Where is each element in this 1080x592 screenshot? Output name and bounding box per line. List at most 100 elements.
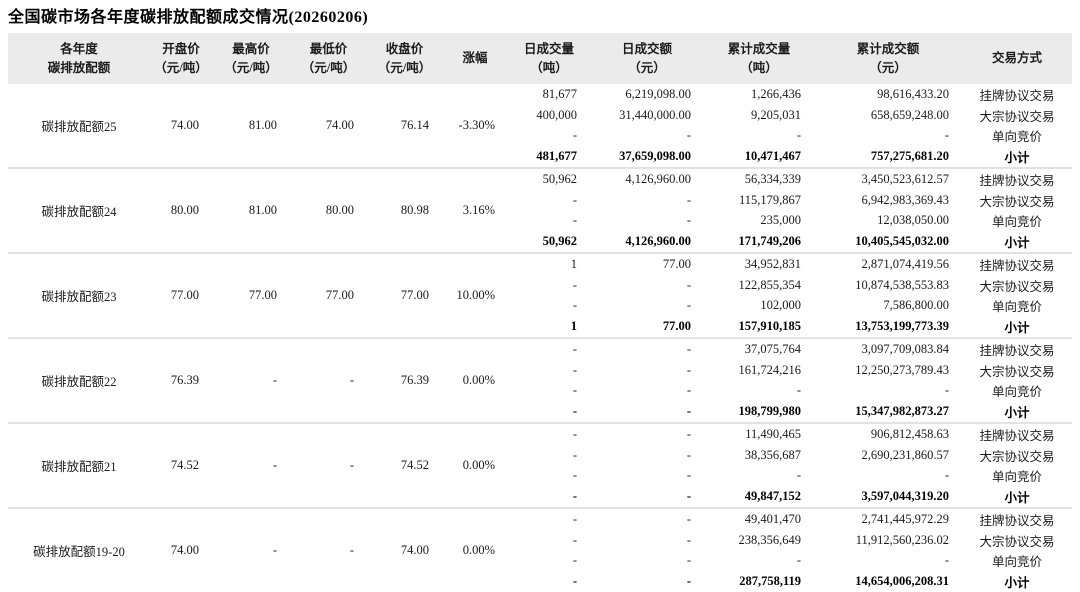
- cum-amount-cell: -: [944, 468, 949, 483]
- table-row: 碳排放配额23 77.00 77.00 77.00 77.00 10.00% 1 77.00 3…: [8, 253, 1072, 339]
- daily-amount-cell: -: [686, 532, 691, 547]
- cum-volume-cell: 9,205,031: [751, 107, 801, 122]
- cum-volume-cell: 11,490,465: [745, 426, 801, 441]
- table-row: - - 122,855,354 10,874,538,553.83 大宗协议交易: [8, 275, 1072, 296]
- daily-volume-cell: -: [572, 213, 577, 228]
- daily-volume-cell: -: [572, 383, 577, 398]
- header-row: 各年度 碳排放配额 开盘价 （元/吨） 最高价 （元/吨） 最低价 （元/吨） 收盘价 （元/吨）…: [8, 33, 1072, 84]
- cum-volume-cell: 37,075,764: [744, 341, 801, 356]
- daily-amount-cell: 6,219,098.00: [625, 86, 691, 101]
- method-cell: 大宗协议交易: [979, 109, 1055, 124]
- low-price-cell: 74.00: [290, 84, 367, 169]
- open-price-cell: 80.00: [150, 168, 212, 254]
- header-line1: 最高价: [232, 42, 270, 57]
- change-cell: 10.00%: [442, 253, 508, 339]
- high-price-cell: 81.00: [212, 84, 290, 169]
- daily-amount-cell: -: [686, 574, 691, 589]
- method-cell: 小计: [962, 486, 1072, 509]
- close-price-cell: 74.00: [400, 543, 429, 557]
- page-title: 全国碳市场各年度碳排放配额成交情况(20260206): [8, 9, 369, 26]
- open-price-cell: 74.52: [150, 423, 212, 509]
- daily-amount-cell: -: [590, 486, 704, 509]
- daily-amount-cell: -: [686, 277, 691, 292]
- cum-volume-cell: 287,758,119: [739, 574, 801, 589]
- daily-amount-cell: -: [590, 401, 704, 424]
- header-line2: （元/吨）: [224, 60, 278, 75]
- method-cell: 大宗协议交易: [979, 279, 1055, 294]
- method-cell: 小计: [1004, 576, 1030, 591]
- header-line2: 碳排放配额: [47, 60, 111, 75]
- daily-volume-cell: 81,677: [542, 86, 577, 101]
- cum-amount-cell: 13,753,199,773.39: [814, 316, 962, 339]
- header-line2: （元/吨）: [301, 60, 356, 75]
- method-cell: 挂牌协议交易: [979, 173, 1055, 188]
- table-row: 碳排放配额25 74.00 81.00 74.00 76.14 -3.30% 81,677 6…: [8, 84, 1072, 169]
- daily-amount-cell: -: [686, 511, 691, 526]
- daily-amount-cell: -: [686, 468, 691, 483]
- cum-volume-cell: 161,724,216: [738, 362, 802, 377]
- low-price-cell: -: [290, 338, 367, 424]
- cum-amount-cell: 757,275,681.20: [814, 146, 962, 169]
- table-row: - - 238,356,649 11,912,560,236.02 大宗协议交易: [8, 530, 1072, 551]
- header-daily-amount: 日成交额 （元）: [590, 33, 704, 84]
- method-cell: 单向竞价: [991, 130, 1042, 145]
- high-price-cell: -: [272, 543, 277, 557]
- table-header: 各年度 碳排放配额 开盘价 （元/吨） 最高价 （元/吨） 最低价 （元/吨） 收盘价 （元/吨）…: [8, 33, 1072, 84]
- method-cell: 单向竞价: [991, 385, 1042, 400]
- cum-amount-cell: 12,250,273,789.43: [855, 362, 949, 377]
- quota-name-cell: 碳排放配额21: [8, 423, 150, 509]
- daily-volume-cell: -: [572, 277, 577, 292]
- header-line1: 开盘价: [162, 42, 200, 57]
- daily-amount-cell: 4,126,960.00: [590, 231, 704, 254]
- change-cell: 0.00%: [462, 543, 495, 557]
- header-high: 最高价 （元/吨）: [212, 33, 290, 84]
- subtotal-row: 1 77.00 157,910,185 13,753,199,773.39 小计: [8, 316, 1072, 339]
- quota-name-cell: 碳排放配额24: [8, 168, 150, 254]
- daily-volume-cell: 50,962: [542, 171, 577, 186]
- header-line1: 日成交额: [621, 42, 672, 57]
- header-line1: 累计成交额: [856, 42, 920, 57]
- method-cell: 小计: [962, 316, 1072, 339]
- close-price-cell: 80.98: [367, 168, 442, 254]
- header-cum-volume: 累计成交量 （吨）: [704, 33, 814, 84]
- cum-volume-cell: 56,334,339: [744, 171, 801, 186]
- cum-amount-cell: 906,812,458.63: [870, 426, 949, 441]
- daily-amount-cell: -: [686, 553, 691, 568]
- daily-amount-cell: 77.00: [590, 316, 704, 339]
- cum-amount-cell: 2,741,445,972.29: [861, 511, 950, 526]
- daily-volume-cell: 400,000: [536, 107, 577, 122]
- method-cell: 小计: [962, 231, 1072, 254]
- quota-block: 碳排放配额24 80.00 81.00 80.00 80.98 3.16% 50,962 4,…: [8, 168, 1072, 254]
- header-line2: （吨）: [530, 60, 568, 75]
- high-price-cell: 81.00: [212, 168, 290, 254]
- table-row: - - 38,356,687 2,690,231,860.57 大宗协议交易: [8, 445, 1072, 466]
- method-cell: 小计: [962, 146, 1072, 169]
- method-cell: 小计: [962, 401, 1072, 424]
- header-line1: 涨幅: [462, 51, 488, 66]
- daily-volume-cell: -: [572, 362, 577, 377]
- header-close: 收盘价 （元/吨）: [367, 33, 442, 84]
- daily-amount-cell: -: [686, 213, 691, 228]
- table-row: - - 115,179,867 6,942,983,369.43 大宗协议交易: [8, 190, 1072, 211]
- daily-amount-cell: -: [686, 447, 691, 462]
- close-price-cell: 77.00: [367, 253, 442, 339]
- low-price-cell: -: [349, 543, 354, 557]
- quota-trading-table: 各年度 碳排放配额 开盘价 （元/吨） 最高价 （元/吨） 最低价 （元/吨） 收盘价 （元/吨）…: [8, 33, 1072, 592]
- cum-amount-cell: 3,097,709,083.84: [861, 341, 950, 356]
- table-row: 碳排放配额24 80.00 81.00 80.00 80.98 3.16% 50,962 4,…: [8, 168, 1072, 254]
- cum-amount-cell: 3,597,044,319.20: [814, 486, 962, 509]
- daily-volume-cell: 1: [508, 316, 590, 339]
- cum-amount-cell: 2,690,231,860.57: [861, 447, 950, 462]
- header-line2: （元）: [628, 60, 666, 75]
- daily-volume-cell: -: [572, 192, 577, 207]
- cum-amount-cell: -: [944, 553, 949, 568]
- cum-volume-cell: -: [796, 128, 801, 143]
- cum-volume-cell: 115,179,867: [738, 192, 801, 207]
- low-price-cell: 77.00: [290, 253, 367, 339]
- method-cell: 挂牌协议交易: [979, 88, 1055, 103]
- subtotal-row: 481,677 37,659,098.00 10,471,467 757,275,68…: [8, 146, 1072, 169]
- subtotal-row: - -198,799,980 15,347,982,873.27 小计: [8, 401, 1072, 424]
- method-cell: 大宗协议交易: [979, 534, 1055, 549]
- low-price-cell: 80.00: [290, 168, 367, 254]
- daily-volume-cell: -: [572, 574, 577, 589]
